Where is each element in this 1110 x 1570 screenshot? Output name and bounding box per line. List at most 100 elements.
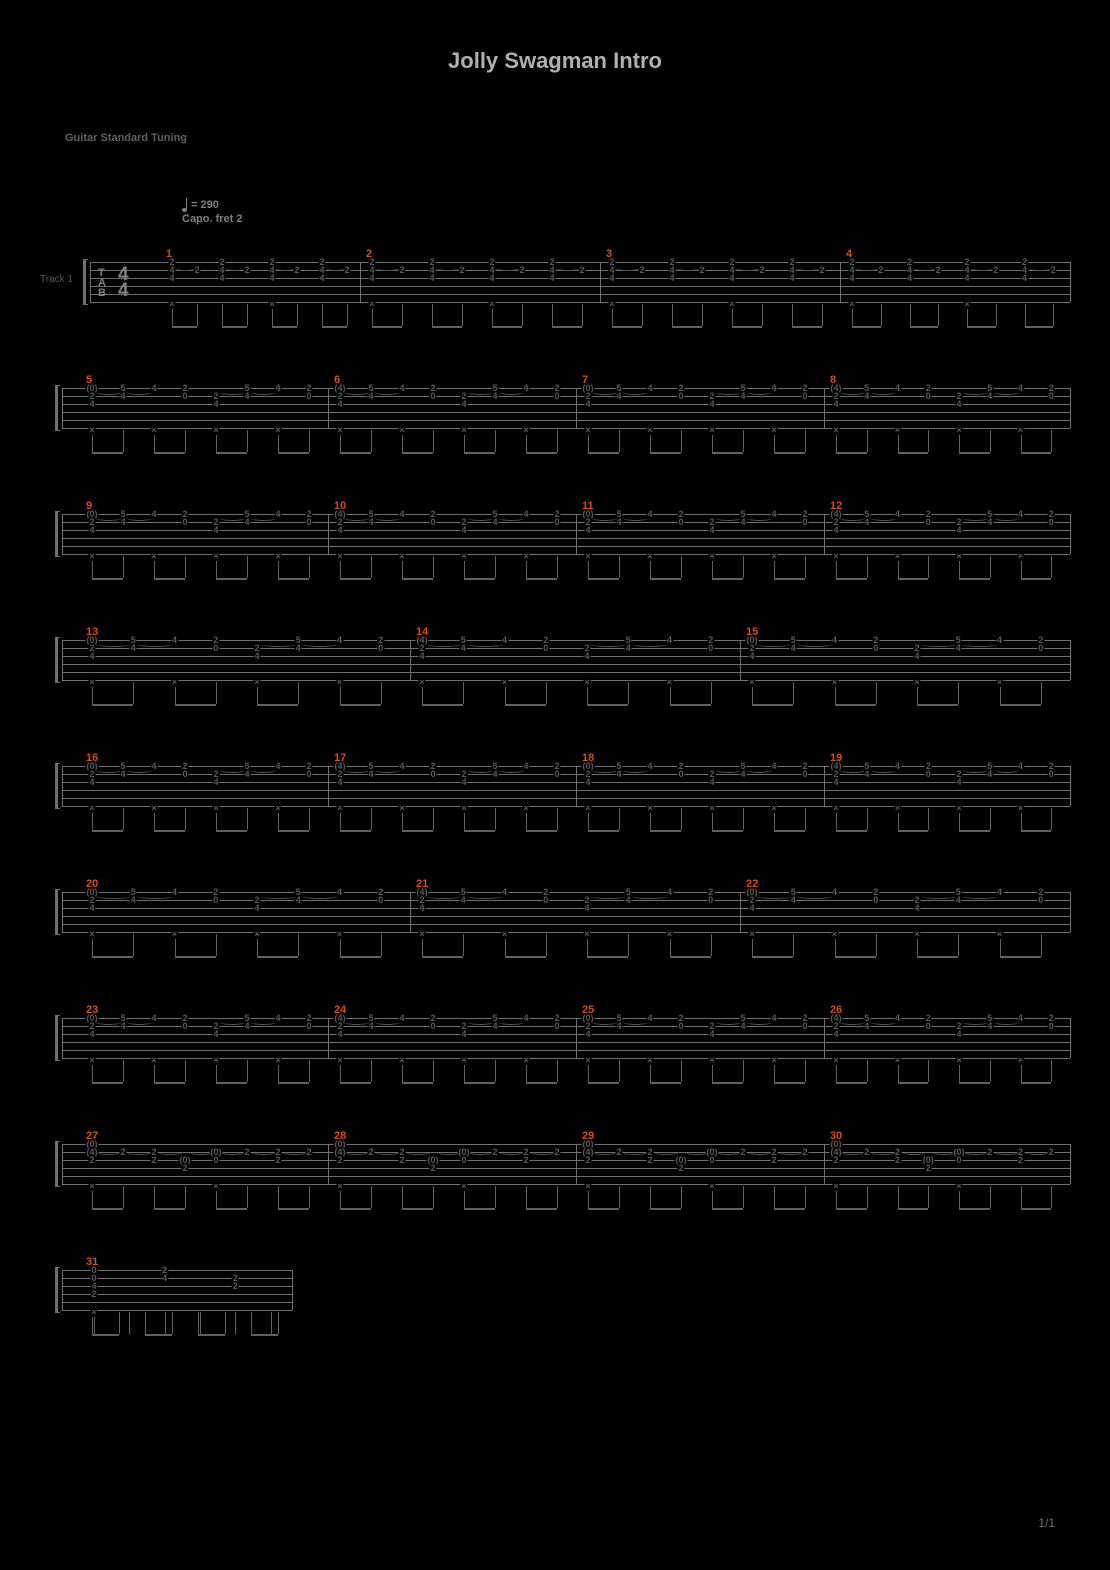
beam [154, 1082, 185, 1084]
note-stem [990, 1186, 991, 1208]
beam [836, 452, 867, 454]
fret-number: 4 [790, 644, 797, 652]
tie-slur [1029, 266, 1052, 271]
beam [198, 1334, 225, 1336]
tie-slur [994, 1020, 1019, 1025]
note-stem [552, 304, 553, 326]
fret-number: 0 [925, 392, 932, 400]
mute-x: × [398, 803, 405, 813]
tie-slur [797, 642, 832, 647]
tie-slur [676, 266, 700, 271]
tie-slur [871, 390, 896, 395]
mute-x: × [894, 551, 901, 561]
note-stem [197, 304, 198, 326]
mute-x: × [955, 1181, 962, 1191]
mute-x: × [268, 299, 275, 309]
staff-bracket [55, 1015, 60, 1061]
tie-slur [623, 516, 648, 521]
beam [1025, 326, 1054, 328]
fret-number: 0 [872, 896, 879, 904]
note-stem [928, 430, 929, 452]
mute-x: × [522, 551, 529, 561]
staff-system: 16(0)24544202454420××××17(4)245442024544… [62, 766, 1070, 854]
tie-slur [591, 894, 626, 899]
mute-x: × [460, 551, 467, 561]
fret-number: 4 [668, 274, 675, 282]
fret-number: 0 [677, 770, 684, 778]
beam [588, 452, 619, 454]
mute-x: × [646, 1055, 653, 1065]
tie-slur [96, 516, 121, 521]
mute-x: × [770, 551, 777, 561]
note-stem [251, 1312, 252, 1334]
barline [824, 1144, 825, 1184]
string-line [62, 1302, 292, 1303]
tie-slur [963, 1150, 988, 1155]
fret-number: 0 [181, 770, 188, 778]
tie-slur [756, 894, 791, 899]
beam [774, 1082, 805, 1084]
string-line [62, 538, 1070, 539]
mute-x: × [336, 1055, 343, 1065]
fret-number: 0 [553, 1022, 560, 1030]
beam [670, 704, 711, 706]
beam [278, 830, 309, 832]
note-stem [433, 556, 434, 578]
beam [92, 578, 123, 580]
fret-number: 4 [418, 904, 425, 912]
note-stem [681, 1060, 682, 1082]
beam [967, 326, 996, 328]
tie-slur [1025, 1150, 1050, 1155]
note-stem [463, 682, 464, 704]
beam [670, 956, 711, 958]
mute-x: × [336, 929, 343, 939]
fret-number: 0 [1048, 518, 1055, 526]
tie-slur [632, 894, 667, 899]
tie-slur [716, 768, 741, 773]
beam [216, 452, 247, 454]
fret-number: 4 [708, 400, 715, 408]
tie-slur [189, 1150, 214, 1155]
beam [959, 578, 990, 580]
mute-x: × [584, 803, 591, 813]
string-line [90, 262, 1070, 263]
mute-x: × [584, 551, 591, 561]
tie-slur [220, 516, 245, 521]
tie-slur [592, 390, 617, 395]
tie-slur [467, 894, 502, 899]
mute-x: × [274, 803, 281, 813]
mute-x: × [913, 677, 920, 687]
fret-number: 2 [274, 1156, 281, 1164]
mute-x: × [832, 803, 839, 813]
tie-slur [96, 894, 131, 899]
barline [62, 1144, 63, 1184]
note-stem [123, 430, 124, 452]
beam [1000, 704, 1041, 706]
note-stem [619, 1060, 620, 1082]
fret-number: 4 [615, 1022, 622, 1030]
beam [650, 452, 681, 454]
string-line [62, 1144, 1070, 1145]
beam [216, 578, 247, 580]
fret-number: 4 [336, 1030, 343, 1038]
fret-number: 0 [801, 392, 808, 400]
beam [372, 326, 402, 328]
tab-clef: TAB [98, 268, 106, 298]
barline [1070, 262, 1071, 302]
fret-number: 0 [212, 644, 219, 652]
fret-number: 0 [181, 518, 188, 526]
capo-label: Capo. fret 2 [182, 212, 243, 226]
fret-number: 0 [553, 518, 560, 526]
fret-number: 0 [429, 518, 436, 526]
note-stem [642, 304, 643, 326]
mute-x: × [171, 677, 178, 687]
note-stem [681, 808, 682, 830]
note-stem [278, 1312, 279, 1334]
note-stem [309, 1186, 310, 1208]
tie-slur [326, 266, 345, 271]
note-stem [371, 1060, 372, 1082]
quarter-note-icon [182, 198, 188, 212]
page-number: 1/1 [1038, 1516, 1055, 1530]
mute-x: × [1017, 803, 1024, 813]
note-stem [433, 1186, 434, 1208]
